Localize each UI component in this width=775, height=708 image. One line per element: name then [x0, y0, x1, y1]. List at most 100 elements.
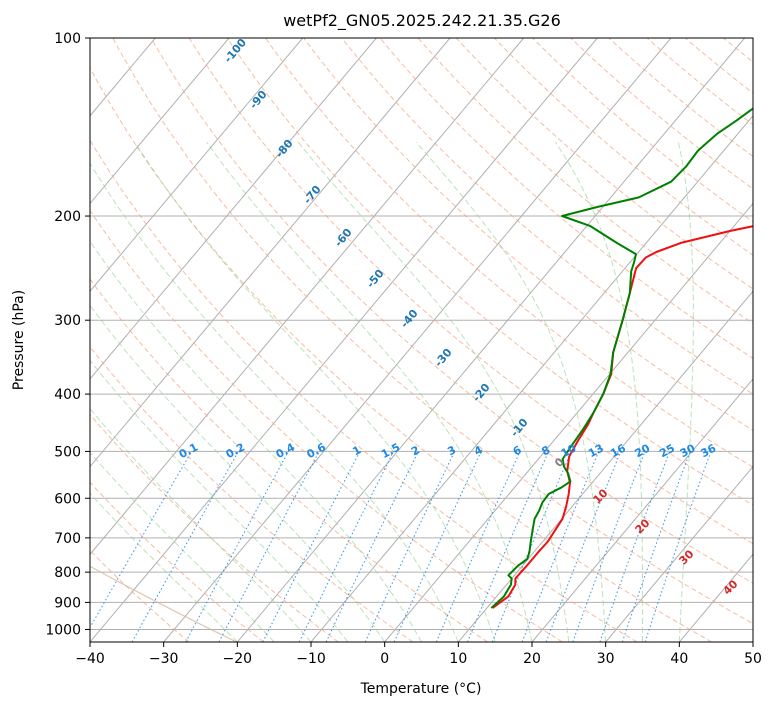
- mixing-ratio-line: [621, 451, 691, 642]
- isotherm-line: [531, 378, 753, 642]
- mixing-ratio-label: 2: [409, 443, 422, 458]
- x-axis-ticks: −40 −30 −20 −10 0 10 20 30 40 50: [75, 642, 762, 667]
- moist-adiabat-label: 40: [721, 577, 741, 597]
- isotherm-line: [236, 38, 746, 642]
- mixing-ratio-label: 0.4: [274, 440, 298, 461]
- moist-adiabat-label: 30: [677, 547, 697, 567]
- isotherm-line: [90, 38, 377, 380]
- isotherm-line: [90, 38, 451, 468]
- moist-adiabat-line: [297, 141, 570, 642]
- moist-adiabat-line: [90, 408, 312, 642]
- dewpoint-profile-line: [490, 107, 753, 609]
- dry-adiabat-label: -20: [470, 381, 493, 405]
- moist-adiabat-line: [90, 492, 238, 642]
- isotherm-line: [752, 641, 753, 642]
- dry-adiabat-line: [90, 278, 488, 642]
- dry-adiabat-line: [90, 549, 190, 642]
- mixing-ratio-label: 20: [633, 441, 653, 460]
- moist-adiabat-line: [90, 304, 386, 642]
- y-axis-ticks: 100 200 300 400 500 600 700 800 900 1000: [45, 31, 90, 638]
- dry-adiabat-line: [417, 38, 753, 324]
- mixing-ratio-label: 0.2: [224, 441, 247, 462]
- mixing-ratio-line: [599, 451, 671, 642]
- y-tick-label: 900: [54, 595, 81, 611]
- dry-adiabat-label: -50: [364, 267, 387, 291]
- dry-adiabat-line: [226, 38, 753, 506]
- mixing-ratio-label: 16: [608, 441, 628, 460]
- isotherm-line: [90, 38, 230, 205]
- mixing-ratio-label: 0.1: [177, 441, 200, 462]
- x-tick-label: −10: [296, 651, 326, 667]
- moist-adiabat-line: [90, 451, 275, 642]
- dry-adiabat-line: [150, 38, 753, 584]
- isotherm-line: [605, 465, 753, 642]
- dry-adiabat-line: [188, 38, 753, 545]
- dry-adiabat-line: [90, 66, 712, 642]
- dry-adiabat-line: [494, 38, 753, 256]
- dry-adiabat-line: [112, 38, 753, 625]
- moist-adiabat-line: [678, 142, 694, 642]
- mixing-ratio-label: 3: [445, 443, 458, 458]
- background-lines: [0, 38, 753, 642]
- mixing-ratio-label: 30: [678, 441, 698, 460]
- x-tick-label: 10: [449, 651, 467, 667]
- mixing-ratio-line: [131, 451, 239, 642]
- x-tick-label: −40: [75, 651, 105, 667]
- isotherm-line: [163, 38, 672, 642]
- dry-adiabat-line: [379, 38, 753, 359]
- mixing-ratio-label: 6: [511, 443, 524, 458]
- moist-adiabat-line: [90, 162, 459, 642]
- dry-adiabat-label: -70: [301, 183, 324, 207]
- moist-adiabat-line: [206, 141, 533, 642]
- y-tick-label: 100: [54, 31, 81, 47]
- mixing-ratio-line: [90, 451, 193, 629]
- isotherm-line: [310, 115, 753, 642]
- mixing-ratio-label: 10: [559, 441, 579, 460]
- mixing-ratio-line: [644, 451, 712, 642]
- mixing-ratio-line: [325, 451, 419, 642]
- isotherm-line: [0, 38, 8, 642]
- mixing-ratio-line: [521, 451, 600, 642]
- x-tick-label: 20: [523, 651, 541, 667]
- y-tick-label: 1000: [45, 622, 81, 638]
- mixing-ratio-line: [364, 451, 456, 642]
- moist-adiabat-line: [90, 240, 422, 642]
- x-tick-label: 40: [670, 651, 688, 667]
- mixing-ratio-line: [185, 451, 289, 642]
- isotherm-line: [457, 290, 753, 642]
- mixing-ratio-label: 13: [586, 442, 606, 461]
- chart-title: wetPf2_GN05.2025.242.21.35.G26: [283, 11, 561, 31]
- dry-adiabat-line: [608, 38, 753, 158]
- x-tick-label: 50: [744, 651, 762, 667]
- dry-adiabat-line: [532, 38, 753, 223]
- dry-adiabat-label: -10: [508, 416, 531, 440]
- dry-adiabat-label: -60: [332, 226, 355, 250]
- dry-adiabat-line: [90, 413, 339, 642]
- dry-adiabat-line: [646, 38, 753, 126]
- mixing-ratio-line: [467, 451, 550, 642]
- mixing-ratio-label: 0.6: [305, 440, 329, 461]
- mixing-ratio-line: [545, 451, 622, 642]
- mixing-ratio-line: [298, 451, 395, 642]
- dry-adiabat-line: [723, 38, 753, 63]
- dry-adiabat-line: [90, 481, 264, 642]
- y-tick-label: 400: [54, 387, 81, 403]
- isotherm-line: [90, 38, 598, 642]
- moist-adiabat-line: [134, 141, 496, 642]
- x-tick-label: 30: [597, 651, 615, 667]
- mixing-ratio-line: [218, 451, 320, 642]
- mixing-ratio-line: [435, 451, 521, 642]
- y-tick-label: 700: [54, 531, 81, 547]
- dry-adiabat-line: [90, 209, 563, 642]
- isotherm-line: [90, 38, 304, 292]
- y-tick-label: 600: [54, 491, 81, 507]
- dry-adiabat-line: [265, 38, 753, 468]
- y-tick-label: 300: [54, 313, 81, 329]
- x-tick-label: −30: [149, 651, 179, 667]
- y-tick-label: 800: [54, 565, 81, 581]
- sounding-series: [490, 107, 753, 609]
- dry-adiabat-line: [341, 38, 753, 395]
- mixing-ratio-label: 1: [350, 443, 363, 458]
- dry-adiabat-line: [90, 139, 638, 642]
- y-tick-label: 500: [54, 444, 81, 460]
